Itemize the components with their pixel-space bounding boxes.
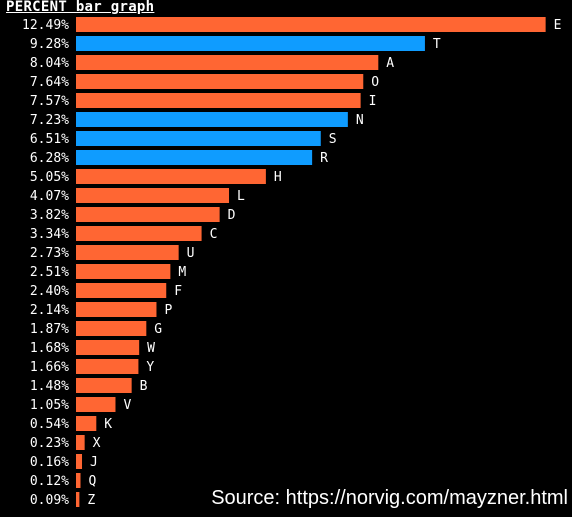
category-label-w: W (147, 341, 155, 356)
category-label-v: V (123, 398, 131, 413)
source-caption: Source: https://norvig.com/mayzner.html (211, 487, 568, 509)
bar-u (76, 245, 179, 260)
value-label-h: 5.05% (30, 170, 69, 185)
bar-g (76, 321, 147, 336)
value-label-e: 12.49% (22, 18, 69, 33)
category-label-j: J (90, 455, 98, 470)
bar-n (76, 112, 348, 127)
bar-i (76, 93, 361, 108)
bar-j (76, 454, 83, 469)
value-label-b: 1.48% (30, 379, 69, 394)
category-label-g: G (154, 322, 162, 337)
category-label-f: F (174, 284, 182, 299)
category-label-s: S (329, 132, 337, 147)
value-label-p: 2.14% (30, 303, 69, 318)
value-label-g: 1.87% (30, 322, 69, 337)
value-label-a: 8.04% (30, 56, 69, 71)
bar-e (76, 17, 546, 32)
category-label-i: I (369, 94, 377, 109)
category-label-o: O (371, 75, 379, 90)
chart-title: PERCENT bar graph (6, 0, 155, 15)
value-label-x: 0.23% (30, 436, 69, 451)
bar-c (76, 226, 202, 241)
value-label-o: 7.64% (30, 75, 69, 90)
category-label-e: E (554, 18, 562, 33)
bar-z (76, 492, 80, 507)
category-label-r: R (320, 151, 328, 166)
value-label-k: 0.54% (30, 417, 69, 432)
category-label-x: X (93, 436, 101, 451)
bar-y (76, 359, 139, 374)
category-label-z: Z (87, 493, 95, 508)
bar-r (76, 150, 313, 165)
value-label-z: 0.09% (30, 493, 69, 508)
bar-x (76, 435, 85, 450)
value-label-l: 4.07% (30, 189, 69, 204)
bar-l (76, 188, 230, 203)
bar-a (76, 55, 379, 70)
category-label-a: A (386, 56, 394, 71)
value-label-i: 7.57% (30, 94, 69, 109)
value-label-q: 0.12% (30, 474, 69, 489)
value-label-u: 2.73% (30, 246, 69, 261)
bar-f (76, 283, 167, 298)
value-label-y: 1.66% (30, 360, 69, 375)
category-label-c: C (210, 227, 218, 242)
bar-t (76, 36, 425, 51)
value-label-c: 3.34% (30, 227, 69, 242)
value-label-j: 0.16% (30, 455, 69, 470)
value-label-n: 7.23% (30, 113, 69, 128)
category-label-n: N (356, 113, 364, 128)
bar-q (76, 473, 81, 488)
bar-b (76, 378, 132, 393)
value-label-d: 3.82% (30, 208, 69, 223)
bar-m (76, 264, 171, 279)
bar-h (76, 169, 266, 184)
category-label-m: M (178, 265, 186, 280)
value-label-f: 2.40% (30, 284, 69, 299)
value-label-w: 1.68% (30, 341, 69, 356)
category-label-u: U (187, 246, 195, 261)
value-label-r: 6.28% (30, 151, 69, 166)
bar-v (76, 397, 116, 412)
bar-d (76, 207, 220, 222)
category-label-p: P (164, 303, 172, 318)
bar-w (76, 340, 140, 355)
value-label-t: 9.28% (30, 37, 69, 52)
value-label-m: 2.51% (30, 265, 69, 280)
category-label-t: T (433, 37, 441, 52)
bar-s (76, 131, 321, 146)
bar-o (76, 74, 364, 89)
category-label-y: Y (146, 360, 154, 375)
category-label-d: D (228, 208, 236, 223)
category-label-h: H (274, 170, 282, 185)
category-label-k: K (104, 417, 112, 432)
bar-p (76, 302, 157, 317)
category-label-b: B (140, 379, 148, 394)
category-label-q: Q (89, 474, 97, 489)
value-label-v: 1.05% (30, 398, 69, 413)
bar-k (76, 416, 97, 431)
category-label-l: L (237, 189, 245, 204)
value-label-s: 6.51% (30, 132, 69, 147)
